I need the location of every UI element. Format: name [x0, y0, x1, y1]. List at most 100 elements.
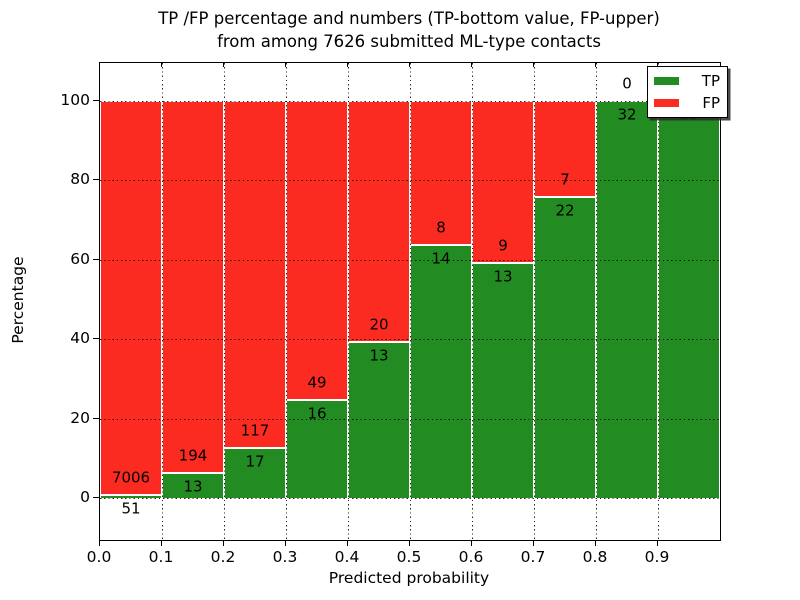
tp-bar-segment [658, 100, 720, 499]
y-tick [93, 258, 99, 260]
legend-entry-tp: TP [654, 72, 720, 90]
fp-value-label: 117 [240, 421, 270, 440]
x-tick-label: 0.9 [644, 548, 670, 566]
tp-value-label: 22 [555, 201, 575, 220]
x-gridline [472, 63, 473, 540]
x-tick-label: 0.5 [396, 548, 422, 566]
x-gridline [348, 63, 349, 540]
x-tick-top [285, 62, 286, 67]
legend-entry-fp: FP [654, 94, 720, 112]
fp-value-label: 0 [622, 74, 632, 93]
tp-value-label: 13 [183, 477, 203, 496]
x-tick-label: 0.1 [148, 548, 174, 566]
y-axis-label: Percentage [9, 256, 27, 344]
fp-value-label: 49 [307, 373, 327, 392]
y-tick [93, 179, 99, 181]
x-gridline [534, 63, 535, 540]
x-tick [533, 540, 534, 546]
x-tick [595, 540, 596, 546]
plot-area: 700651194131171749162013814913722032025 [99, 62, 721, 541]
x-gridline [658, 63, 659, 540]
x-tick-label: 0.3 [272, 548, 298, 566]
x-axis-label: Predicted probability [328, 569, 490, 587]
x-tick-top [471, 62, 472, 67]
x-gridline [596, 63, 597, 540]
y-tick-label: 100 [60, 90, 90, 109]
y-gridline [100, 259, 720, 261]
fp-value-label: 20 [369, 315, 389, 334]
x-tick-top [161, 62, 162, 67]
x-tick-top [223, 62, 224, 67]
x-gridline [410, 63, 411, 540]
tp-bar-segment [162, 473, 224, 499]
fp-value-label: 7006 [111, 468, 151, 487]
tp-bar-segment [472, 263, 534, 499]
fp-bar-segment [410, 100, 472, 246]
tp-value-label: 16 [307, 404, 327, 423]
legend-label-tp: TP [701, 72, 720, 90]
tp-legend-swatch-icon [654, 77, 679, 85]
x-tick-top [409, 62, 410, 67]
x-tick [657, 540, 658, 546]
y-tick-label: 40 [70, 329, 90, 348]
y-tick-label: 0 [80, 488, 90, 507]
y-tick-label: 20 [70, 408, 90, 427]
tp-bar-segment [100, 495, 162, 499]
fp-value-label: 7 [560, 170, 570, 189]
x-tick [161, 540, 162, 546]
x-tick-label: 0.0 [86, 548, 112, 566]
fp-bar-segment [472, 100, 534, 264]
grid-layer [100, 63, 720, 540]
tp-value-label: 13 [493, 267, 513, 286]
x-tick [223, 540, 224, 546]
x-tick-label: 0.7 [520, 548, 546, 566]
tp-value-label: 51 [121, 499, 141, 518]
x-tick-label: 0.2 [210, 548, 236, 566]
y-gridline [100, 180, 720, 182]
x-tick [99, 540, 100, 546]
x-tick-top [347, 62, 348, 67]
y-tick [93, 417, 99, 419]
x-tick-top [533, 62, 534, 67]
legend-label-fp: FP [702, 94, 720, 112]
fp-value-label: 8 [436, 218, 446, 237]
bar-value-labels-layer: 700651194131171749162013814913722032025 [100, 63, 720, 540]
x-gridline [286, 63, 287, 540]
x-gridline [224, 63, 225, 540]
x-gridline [162, 63, 163, 540]
y-tick-label: 80 [70, 170, 90, 189]
chart-title-line2: from among 7626 submitted ML-type contac… [217, 32, 601, 51]
fp-bar-segment [100, 100, 162, 496]
fp-value-label: 9 [498, 236, 508, 255]
x-tick [285, 540, 286, 546]
y-gridline [100, 339, 720, 341]
tp-value-label: 13 [369, 346, 389, 365]
tp-bar-segment [348, 341, 410, 499]
chart-title-line1: TP /FP percentage and numbers (TP-bottom… [158, 9, 660, 28]
x-tick-top [595, 62, 596, 67]
x-tick [409, 540, 410, 546]
bars-layer [100, 63, 720, 540]
tp-value-label: 14 [431, 249, 451, 268]
x-tick-label: 0.8 [582, 548, 608, 566]
y-gridline [100, 498, 720, 500]
fp-value-label: 194 [178, 446, 208, 465]
y-tick [93, 99, 99, 101]
y-tick [93, 497, 99, 499]
tp-bar-segment [596, 100, 658, 499]
fp-bar-segment [224, 100, 286, 448]
tp-value-label: 32 [617, 105, 637, 124]
y-gridline [100, 100, 720, 102]
y-tick [93, 338, 99, 340]
legend: TP FP [647, 66, 728, 118]
tp-value-label: 17 [245, 452, 265, 471]
x-tick [347, 540, 348, 546]
x-tick-top [657, 62, 658, 67]
y-tick-label: 60 [70, 249, 90, 268]
x-tick-label: 0.4 [334, 548, 360, 566]
y-gridline [100, 418, 720, 420]
x-tick [471, 540, 472, 546]
chart-title: TP /FP percentage and numbers (TP-bottom… [99, 7, 719, 53]
tp-bar-segment [224, 447, 286, 499]
